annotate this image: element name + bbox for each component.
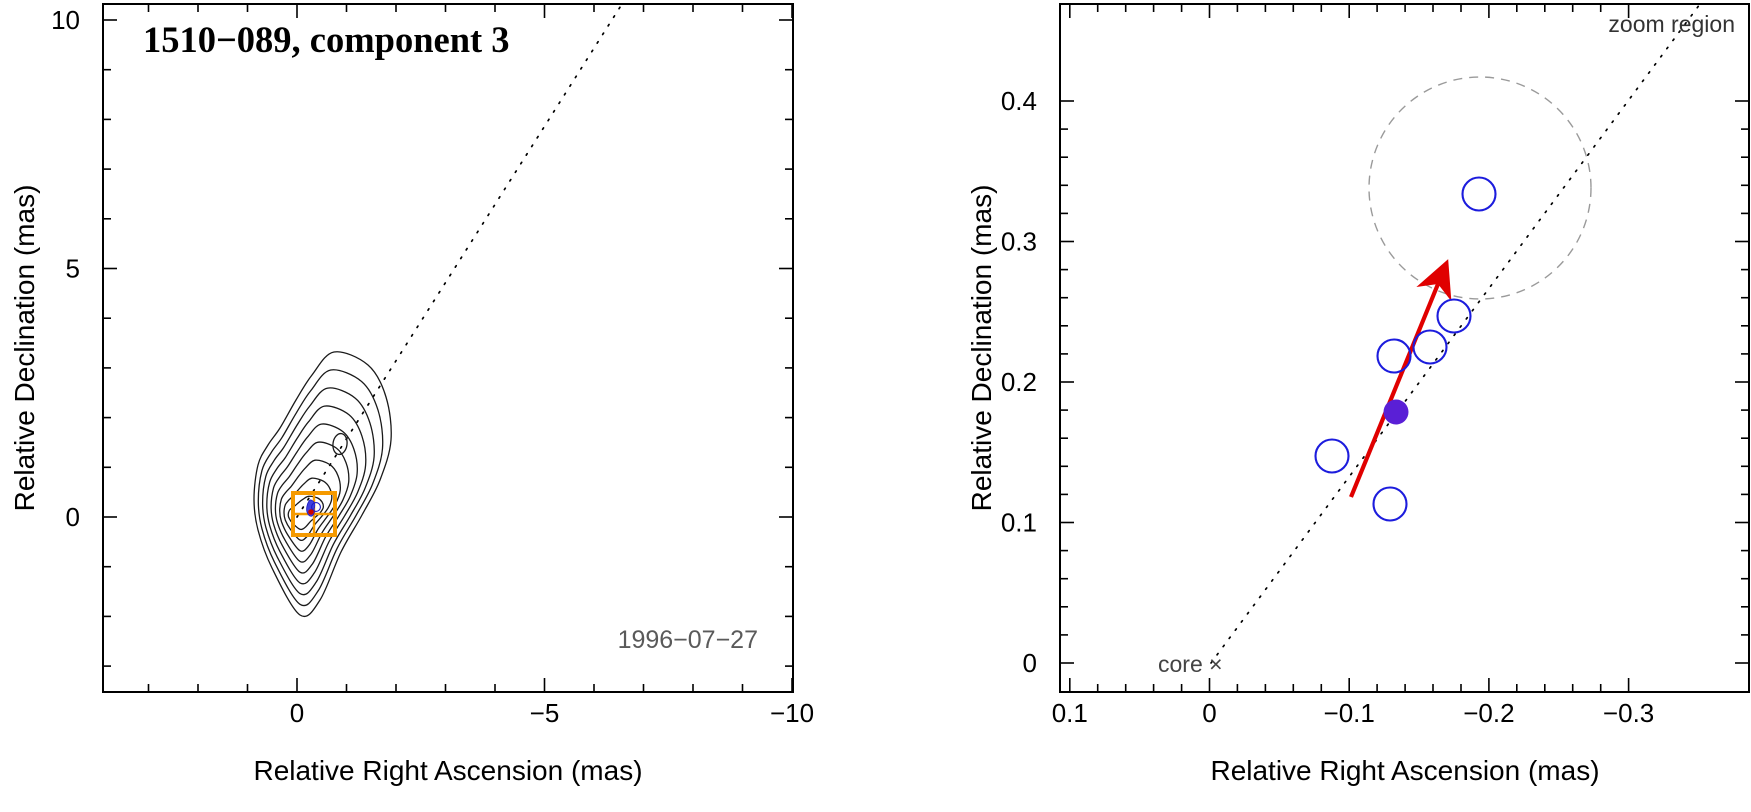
svg-text:1510−089, component 3: 1510−089, component 3 xyxy=(143,19,510,60)
svg-text:0.1: 0.1 xyxy=(1052,698,1088,728)
svg-text:0.4: 0.4 xyxy=(1001,86,1037,116)
svg-text:−5: −5 xyxy=(530,698,560,728)
svg-text:−10: −10 xyxy=(770,698,814,728)
svg-text:−0.3: −0.3 xyxy=(1603,698,1654,728)
svg-text:0: 0 xyxy=(290,698,304,728)
svg-text:Relative Declination (mas): Relative Declination (mas) xyxy=(9,185,40,512)
svg-text:10: 10 xyxy=(51,5,80,35)
svg-text:1996−07−27: 1996−07−27 xyxy=(618,626,758,654)
svg-text:Relative Right Ascension (mas): Relative Right Ascension (mas) xyxy=(253,755,642,786)
svg-text:0: 0 xyxy=(66,502,80,532)
svg-text:0: 0 xyxy=(1202,698,1216,728)
svg-text:0.3: 0.3 xyxy=(1001,227,1037,257)
svg-text:zoom region: zoom region xyxy=(1608,11,1735,37)
svg-text:0.2: 0.2 xyxy=(1001,367,1037,397)
svg-text:0: 0 xyxy=(1023,648,1037,678)
svg-text:−0.2: −0.2 xyxy=(1463,698,1514,728)
svg-text:Relative Right Ascension (mas): Relative Right Ascension (mas) xyxy=(1210,755,1599,786)
svg-text:Relative Declination (mas): Relative Declination (mas) xyxy=(966,185,997,512)
svg-text:5: 5 xyxy=(66,254,80,284)
svg-text:−0.1: −0.1 xyxy=(1324,698,1375,728)
svg-text:0.1: 0.1 xyxy=(1001,508,1037,538)
svg-text:core ×: core × xyxy=(1158,651,1223,677)
